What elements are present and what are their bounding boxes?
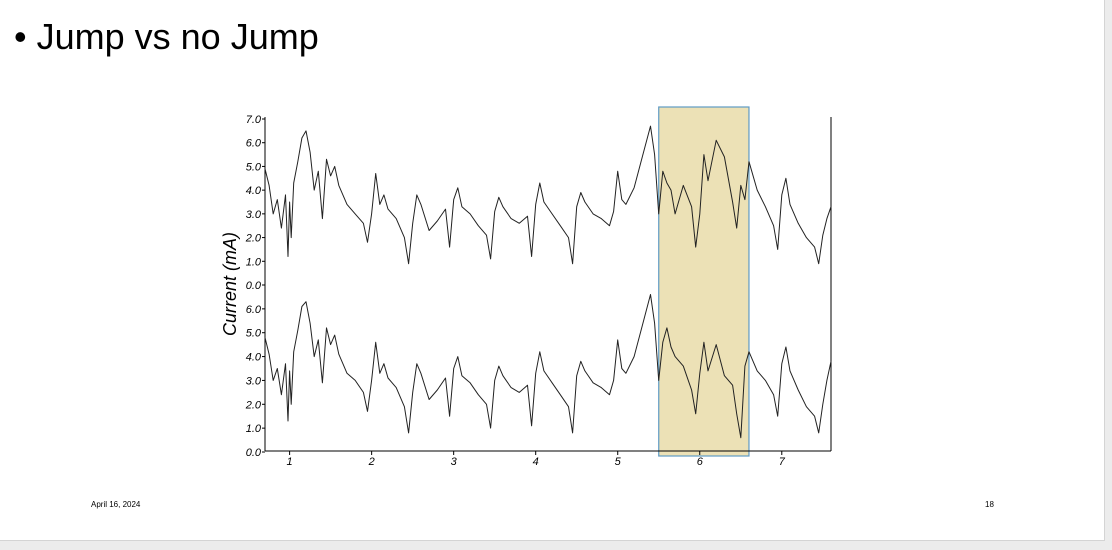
top-y-tick-label-0: 7.0 [246,114,262,126]
x-tick-label-2: 2 [368,456,375,468]
page-number: 18 [985,500,994,509]
bottom-y-tick-label-3: 3.0 [246,375,262,387]
bottom-y-tick-label-5: 1.0 [246,423,262,435]
bottom-y-tick-label-4: 2.0 [245,399,262,411]
bottom-trace-0 [264,294,832,439]
top-y-tick-label-2: 5.0 [246,161,262,173]
top-y-tick-label-4: 3.0 [246,209,262,221]
top-y-tick-label-7: 0.0 [246,280,262,292]
x-tick-label-6: 6 [697,456,704,468]
top-trace-0 [264,125,832,265]
y-axis-label: Current (mA) [220,232,240,336]
x-tick-label-1: 1 [287,456,293,468]
x-tick-label-4: 4 [533,456,539,468]
x-tick-label-3: 3 [451,456,458,468]
bullet-glyph: • [14,16,27,57]
bottom-y-tick-label-6: 0.0 [246,447,262,459]
top-y-tick-label-1: 6.0 [246,138,262,150]
top-y-tick-label-6: 1.0 [246,256,262,268]
footer-date: April 16, 2024 [91,500,141,509]
x-tick-label-7: 7 [779,456,786,468]
x-tick-label-5: 5 [615,456,622,468]
slide: • Jump vs no Jump 1 2 3 4 5 6 7 7.0 6.0 5.0 4.0 3.0 2… [0,0,1105,541]
current-chart: 1 2 3 4 5 6 7 7.0 6.0 5.0 4.0 3.0 2.0 1.0 0.0 6.0 5.0 4.0… [220,106,832,468]
slide-title-text: Jump vs no Jump [36,16,319,57]
bottom-y-tick-label-0: 6.0 [246,304,262,316]
bottom-y-tick-label-2: 4.0 [246,352,262,364]
bottom-y-tick-label-1: 5.0 [246,328,262,340]
top-y-tick-label-5: 2.0 [245,233,262,245]
slide-title: • Jump vs no Jump [14,16,319,58]
top-y-tick-label-3: 4.0 [246,185,262,197]
